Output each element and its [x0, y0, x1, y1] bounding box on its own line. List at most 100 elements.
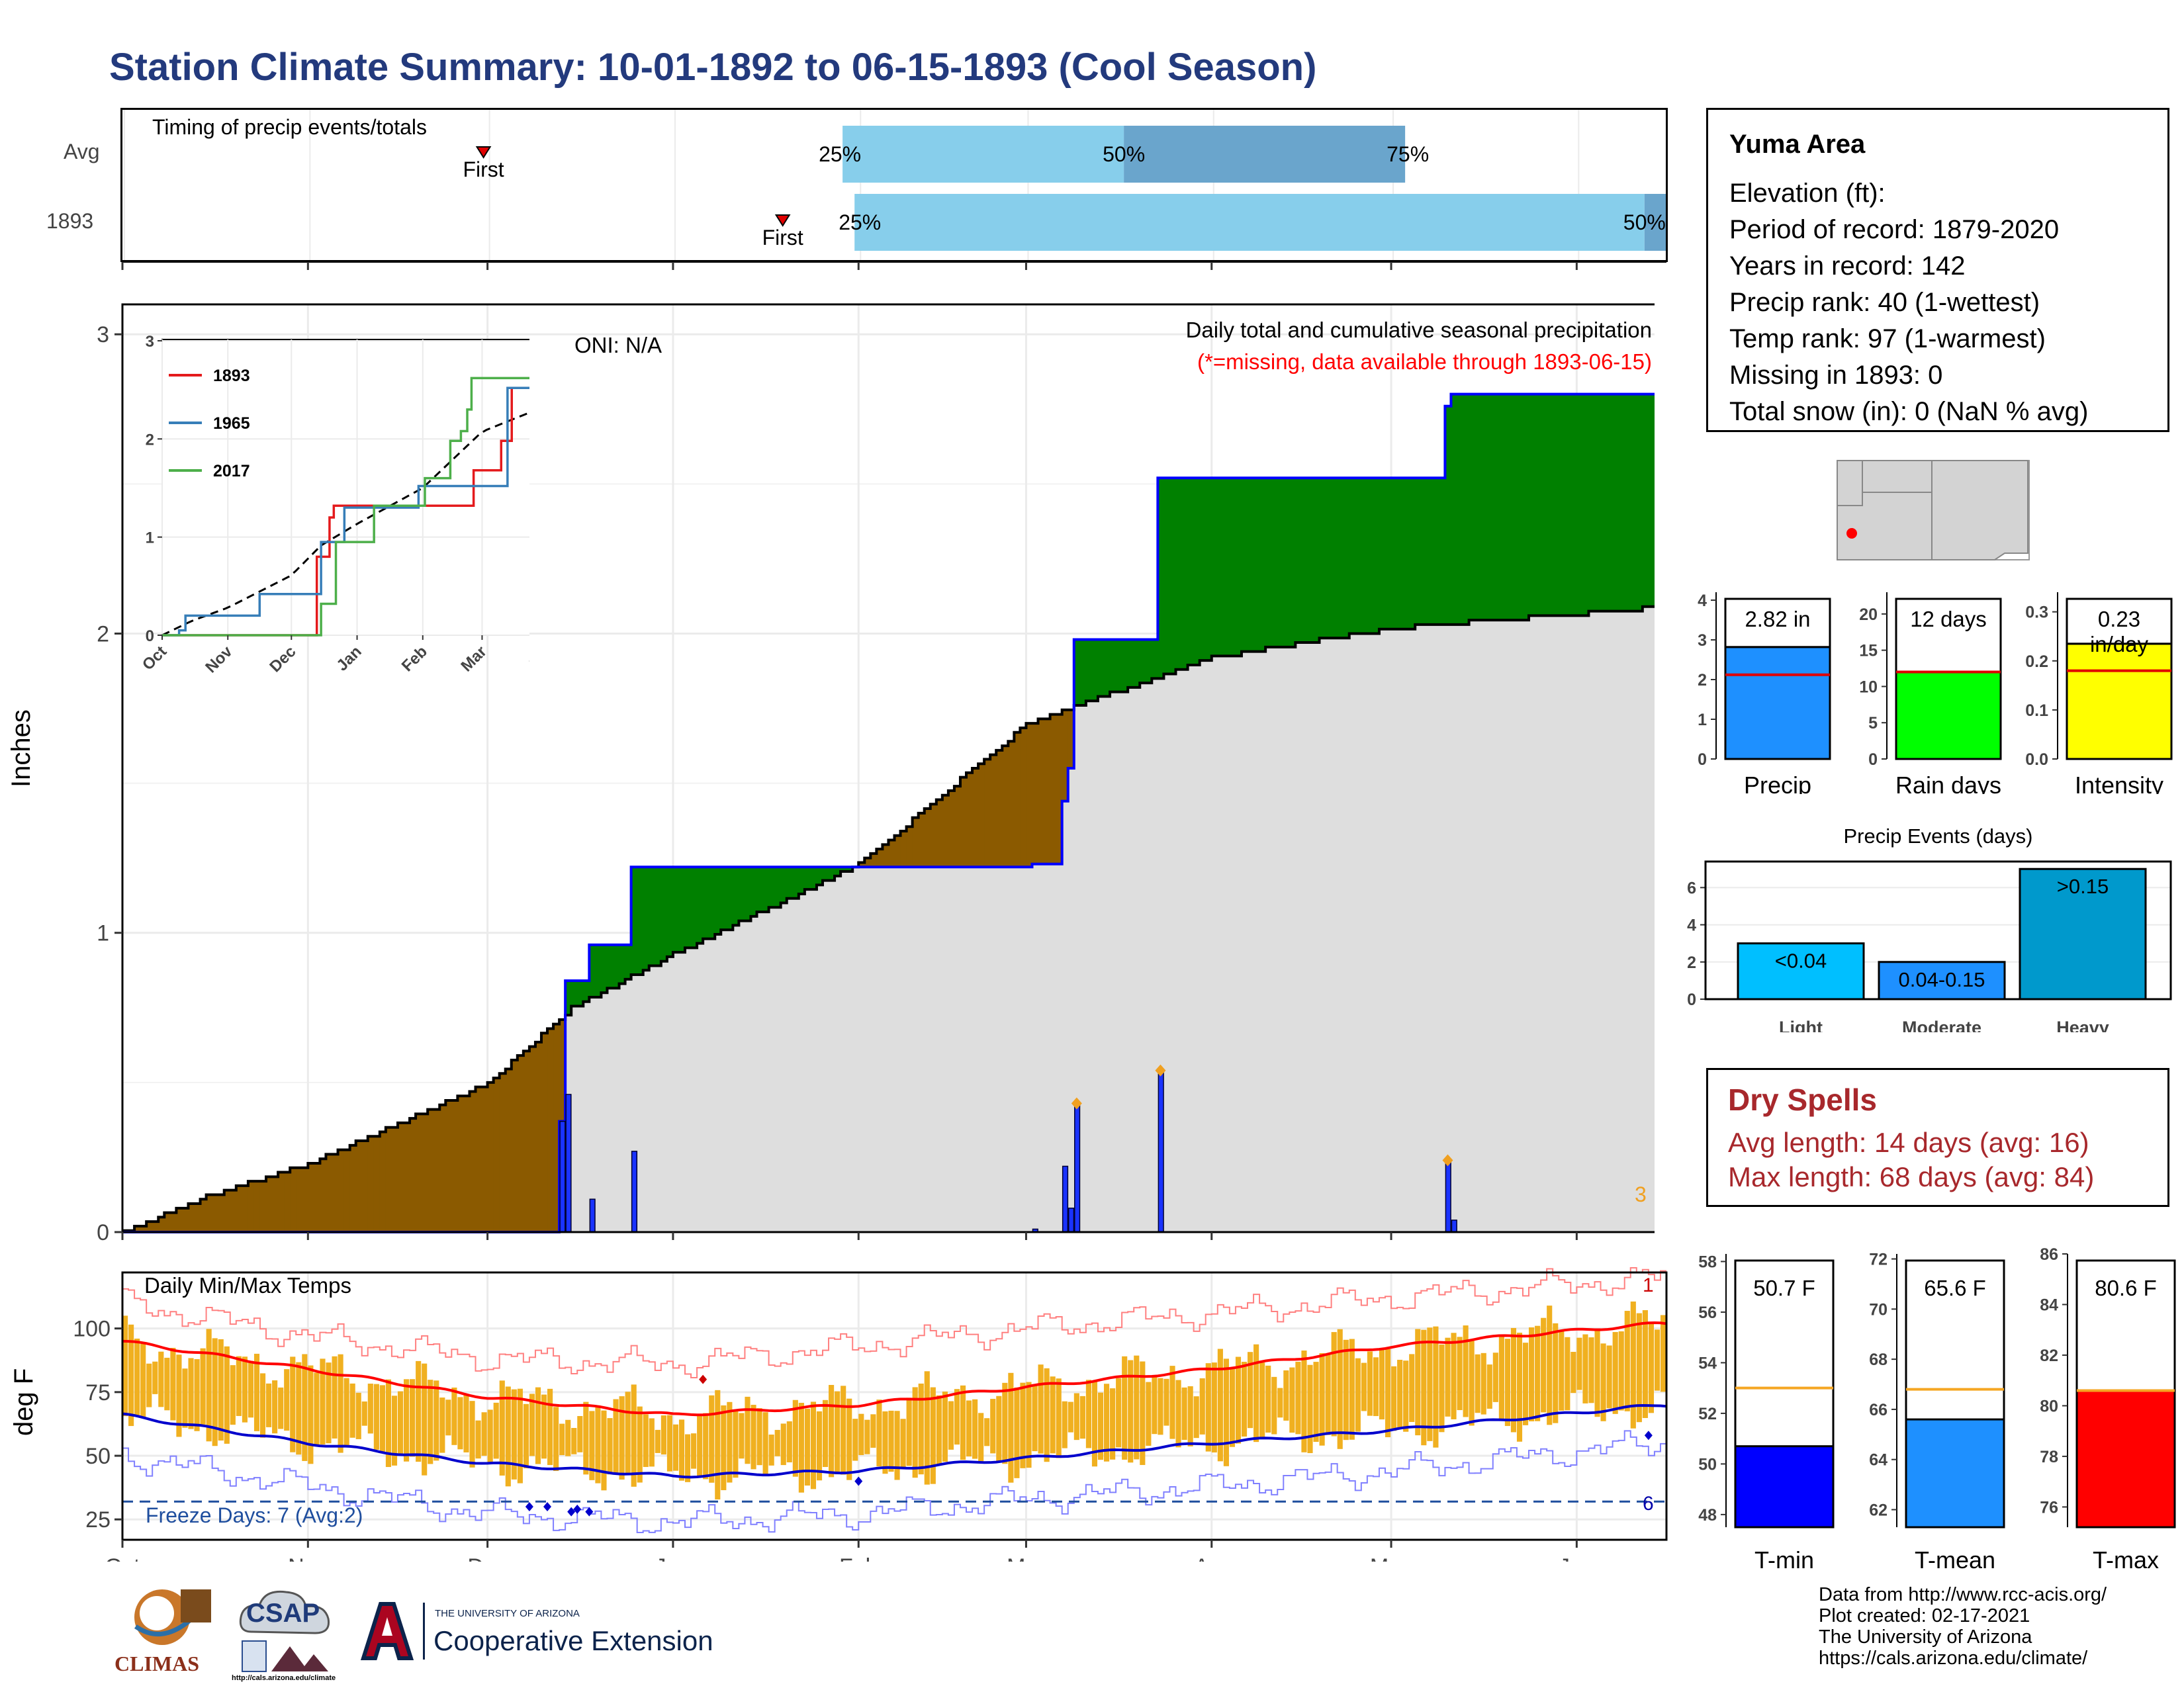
daily-temp-bar: [1158, 1378, 1163, 1435]
surplus-area: [1649, 394, 1655, 607]
daily-temp-bar: [811, 1401, 816, 1489]
deficit-area: [494, 1078, 500, 1232]
daily-temp-bar: [1002, 1383, 1007, 1464]
inset-y-tick-label: 2: [146, 431, 154, 449]
daily-temp-bar: [1295, 1362, 1300, 1435]
deficit-area: [254, 1181, 261, 1232]
deficit-area: [350, 1145, 357, 1232]
timing-label-avg: Avg: [64, 140, 100, 164]
surplus-area: [637, 867, 644, 975]
page-title: Station Climate Summary: 10-01-1892 to 0…: [109, 45, 1316, 89]
daily-temp-bar: [398, 1392, 403, 1454]
temp-summary-y-tick-label: 64: [1869, 1451, 1888, 1470]
daily-temp-bar: [134, 1339, 140, 1415]
summary-bar-Intensity: [2067, 644, 2171, 759]
daily-temp-bar: [895, 1411, 900, 1480]
daily-temp-bar: [769, 1435, 774, 1466]
surplus-area: [607, 945, 614, 989]
surplus-area: [1230, 478, 1236, 656]
daily-temp-bar: [188, 1358, 193, 1429]
timing-q25-label: 25%: [819, 142, 861, 166]
daily-temp-bar: [1086, 1380, 1091, 1448]
month-axis-label: Mar: [1007, 1554, 1046, 1562]
surplus-area: [1080, 640, 1087, 705]
summary-y-tick-label: 0: [1698, 750, 1707, 769]
surplus-area: [1421, 478, 1428, 625]
deficit-area: [266, 1177, 273, 1232]
surplus-area: [1320, 478, 1326, 638]
surplus-area: [1283, 478, 1290, 647]
timing-axis: [113, 261, 1674, 281]
surplus-area: [1169, 478, 1176, 674]
timing-first-marker: [776, 215, 790, 226]
main-y-tick-label: 0: [97, 1220, 109, 1244]
inset-x-tick-label: Dec: [266, 643, 299, 676]
surplus-area: [1253, 478, 1260, 651]
deficit-area: [320, 1159, 326, 1232]
surplus-area: [1116, 640, 1122, 692]
daily-temp-bar: [787, 1421, 792, 1462]
daily-temp-bar: [901, 1419, 906, 1468]
summary-y-tick-label: 3: [1698, 631, 1707, 650]
daily-precip-bar: [1075, 1104, 1080, 1232]
surplus-area: [1122, 640, 1128, 692]
credit-url: https://cals.arizona.edu/climate/: [1819, 1648, 2107, 1669]
deficit-area: [296, 1168, 302, 1232]
surplus-area: [1104, 640, 1111, 697]
daily-temp-bar: [775, 1430, 780, 1456]
timing-quartile-25-50: [854, 194, 1645, 251]
daily-temp-bar: [356, 1393, 361, 1439]
surplus-area: [1547, 394, 1553, 616]
summary-y-tick-label: 15: [1859, 642, 1878, 660]
daily-temp-bar: [158, 1352, 163, 1407]
daily-temp-bar: [1619, 1331, 1624, 1411]
info-elevation: Elevation (ft):: [1729, 175, 2167, 212]
surplus-area: [1463, 394, 1470, 625]
deficit-area: [1026, 723, 1032, 867]
temp-summary-name: T-max: [2093, 1546, 2159, 1574]
surplus-area: [1511, 394, 1518, 620]
ua-small-text: THE UNIVERSITY OF ARIZONA: [435, 1608, 580, 1619]
daily-temp-bar: [1020, 1383, 1025, 1468]
main-annotation-title: Daily total and cumulative seasonal prec…: [1186, 318, 1652, 343]
daily-temp-bar: [882, 1411, 887, 1474]
daily-temp-bar: [966, 1400, 972, 1456]
deficit-area: [457, 1096, 464, 1232]
surplus-area: [1487, 394, 1494, 620]
daily-temp-bar: [1343, 1340, 1349, 1440]
daily-temp-bar: [679, 1419, 684, 1480]
csap-logo-text: CSAP: [246, 1599, 320, 1628]
surplus-area: [1218, 478, 1224, 656]
temp-y-tick-label: 50: [85, 1444, 111, 1469]
daily-temp-bar: [1613, 1332, 1618, 1414]
deficit-area: [506, 1069, 512, 1232]
deficit-area: [410, 1118, 416, 1232]
surplus-area: [715, 867, 721, 934]
daily-temp-bar: [709, 1396, 714, 1483]
inset-x-tick-label: Apr: [524, 643, 529, 674]
daily-temp-bar: [1576, 1338, 1582, 1390]
deficit-area: [242, 1186, 249, 1232]
surplus-area: [1427, 478, 1433, 625]
deficit-area: [152, 1222, 159, 1232]
deficit-area: [1014, 733, 1021, 867]
surplus-area: [1541, 394, 1547, 616]
daily-temp-bar: [631, 1384, 637, 1486]
daily-temp-bar: [410, 1379, 415, 1456]
month-axis-label: Feb: [839, 1554, 878, 1562]
daily-temp-bar: [655, 1430, 660, 1453]
daily-temp-bar: [1062, 1401, 1068, 1448]
main-annotation-missing: (*=missing, data available through 1893-…: [1197, 349, 1652, 375]
daily-temp-bar: [278, 1388, 283, 1429]
daily-temp-bar: [583, 1402, 588, 1475]
daily-temp-bar: [739, 1413, 744, 1458]
daily-temp-bar: [1553, 1323, 1558, 1423]
deficit-area: [260, 1181, 267, 1232]
daily-temp-bar: [691, 1433, 696, 1468]
surplus-area: [1182, 478, 1189, 669]
daily-temp-bar: [1391, 1366, 1396, 1431]
credit-plot-created: Plot created: 02-17-2021: [1819, 1605, 2107, 1626]
temp-summary-bar-T-mean: [1906, 1419, 2004, 1527]
deficit-area: [482, 1087, 488, 1232]
summary-y-tick-label: 20: [1859, 605, 1878, 624]
